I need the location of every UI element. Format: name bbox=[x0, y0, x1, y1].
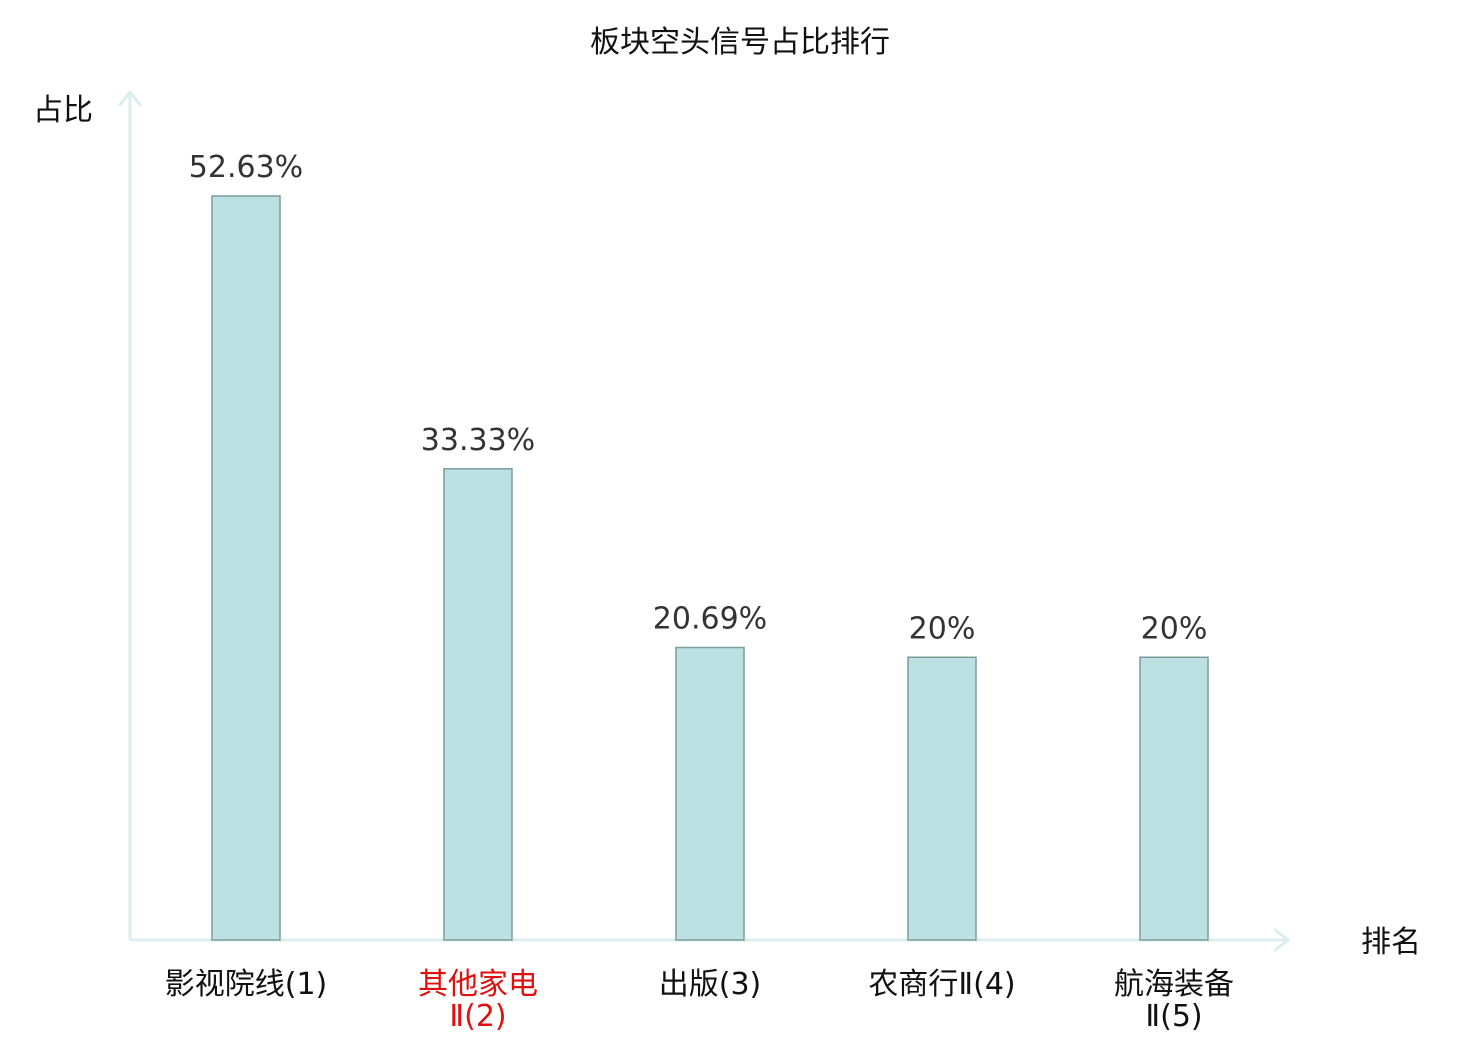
x-tick-label: 航海装备 bbox=[1114, 967, 1234, 1002]
bar-value-label: 52.63% bbox=[189, 150, 303, 185]
bar bbox=[675, 646, 745, 941]
bar bbox=[211, 195, 281, 941]
x-tick-label: 农商行Ⅱ(4) bbox=[868, 967, 1015, 1002]
chart-title: 板块空头信号占比排行 bbox=[590, 25, 890, 60]
y-axis bbox=[117, 89, 143, 940]
bar bbox=[1139, 656, 1209, 941]
x-axis-label: 排名 bbox=[1361, 925, 1421, 960]
y-axis-label: 占比 bbox=[33, 93, 93, 128]
bar-value-label: 20% bbox=[909, 611, 976, 646]
bar-value-label: 33.33% bbox=[421, 423, 535, 458]
bar bbox=[907, 656, 977, 941]
x-tick-label: Ⅱ(2) bbox=[449, 999, 506, 1034]
bar bbox=[443, 468, 513, 941]
bar-value-label: 20% bbox=[1141, 611, 1208, 646]
bars-group bbox=[211, 195, 1209, 941]
x-tick-label: Ⅱ(5) bbox=[1145, 999, 1202, 1034]
value-labels-group: 52.63% 33.33% 20.69% 20% 20% bbox=[189, 150, 1208, 646]
x-tick-label: 其他家电 bbox=[418, 967, 538, 1002]
x-tick-label: 出版(3) bbox=[659, 967, 762, 1002]
bar-value-label: 20.69% bbox=[653, 602, 767, 637]
x-tick-label: 影视院线(1) bbox=[165, 967, 328, 1002]
